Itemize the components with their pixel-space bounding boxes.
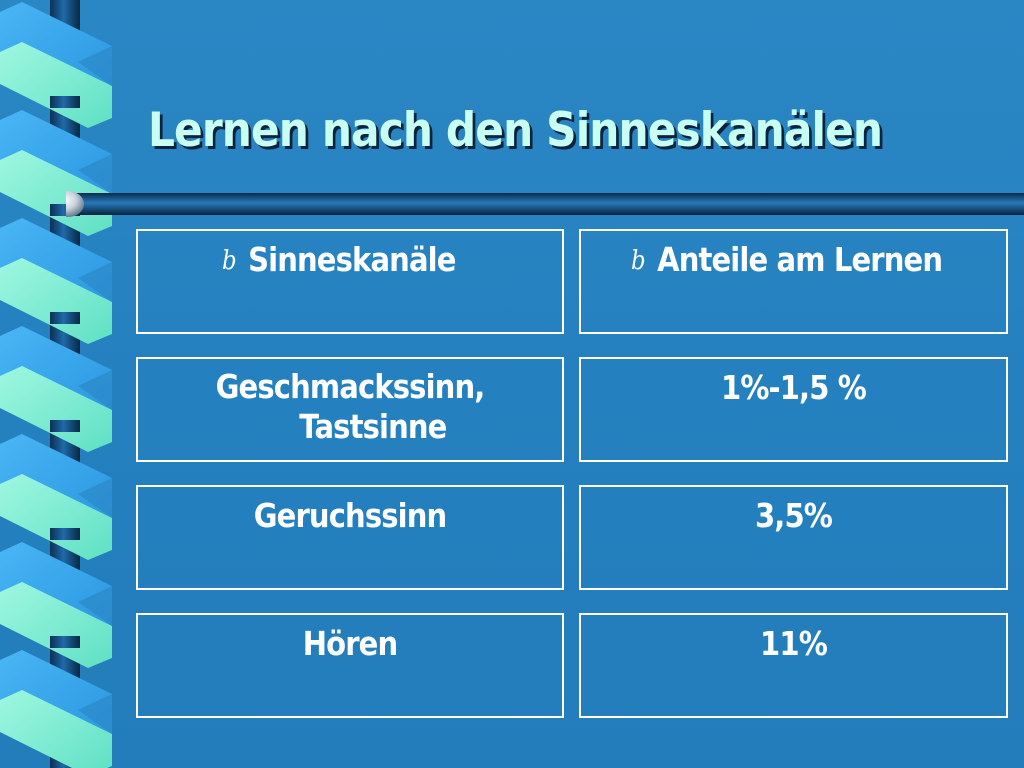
sense-label: Hören bbox=[302, 624, 398, 663]
header-label-sense: Sinneskanäle bbox=[248, 240, 456, 279]
slide-title: Lernen nach den Sinneskanälen bbox=[148, 103, 883, 158]
share-value: 3,5% bbox=[754, 496, 833, 535]
header-label-share: Anteile am Lernen bbox=[657, 240, 943, 279]
sense-line-1: Geschmackssinn, bbox=[215, 367, 486, 406]
table-row-1-share: 1%-1,5 % bbox=[579, 357, 1008, 462]
table-row-3-sense: Hören bbox=[136, 613, 564, 718]
bullet-b-icon: b bbox=[222, 246, 237, 276]
title-rule bbox=[66, 191, 1024, 217]
share-value: 11% bbox=[760, 624, 828, 663]
table-row-3-share: 11% bbox=[579, 613, 1008, 718]
bullet-b-icon: b bbox=[631, 246, 646, 276]
sense-label: Geruchssinn bbox=[253, 496, 447, 535]
table-row-2-share: 3,5% bbox=[579, 485, 1008, 590]
header-cell-sense: b Sinneskanäle bbox=[136, 229, 564, 334]
share-value: 1%-1,5 % bbox=[721, 368, 867, 407]
table-row-1-sense: Geschmackssinn, Tastsinne bbox=[136, 357, 564, 462]
decorative-ribbon bbox=[0, 0, 112, 768]
sense-line-2: Tastsinne bbox=[299, 407, 447, 446]
header-cell-share: b Anteile am Lernen bbox=[579, 229, 1008, 334]
table-row-2-sense: Geruchssinn bbox=[136, 485, 564, 590]
